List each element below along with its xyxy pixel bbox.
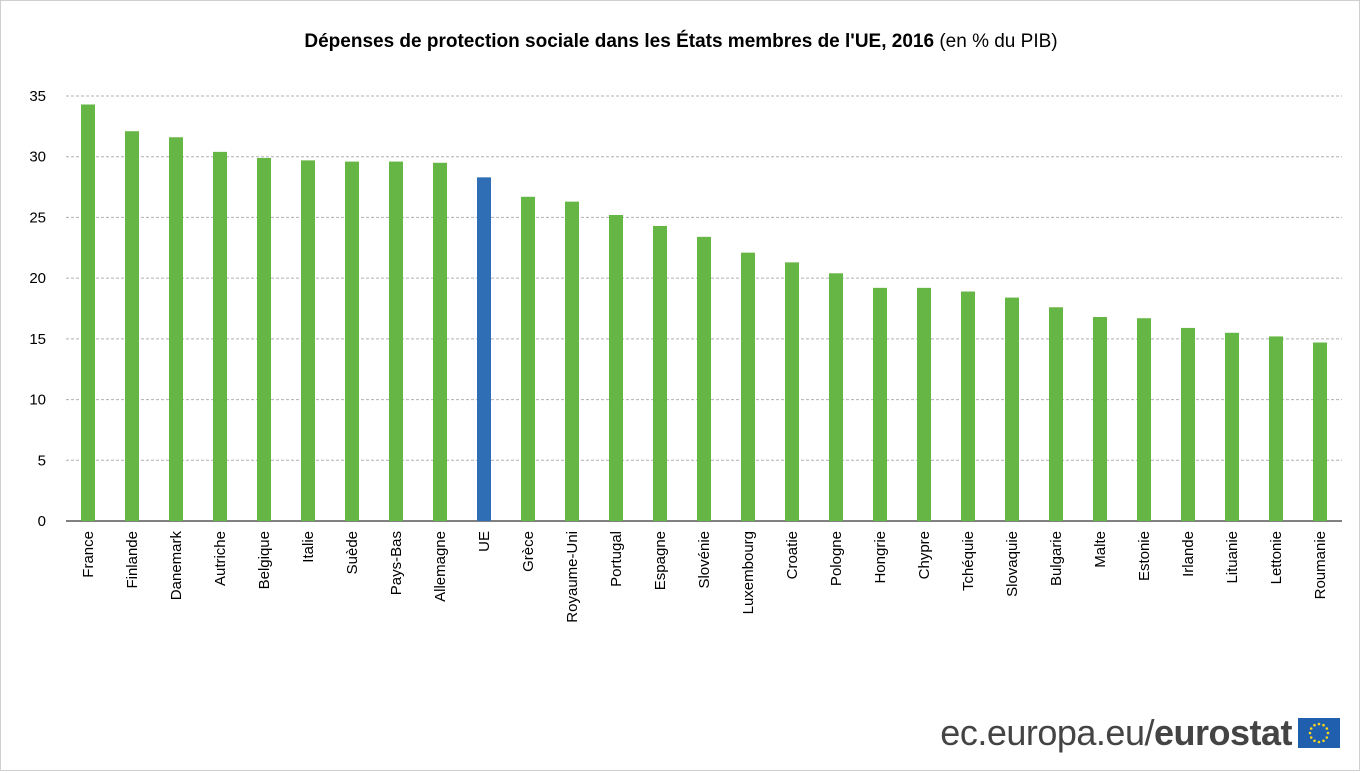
x-category-label: Chypre bbox=[916, 531, 933, 579]
x-category-label: Lituanie bbox=[1224, 531, 1241, 584]
bar-slov-nie bbox=[697, 236, 711, 521]
bar-gr-ce bbox=[521, 196, 535, 522]
x-category-label: Lettonie bbox=[1268, 531, 1285, 584]
x-category-label: Finlande bbox=[124, 531, 141, 589]
x-category-label: Autriche bbox=[212, 531, 229, 586]
bar-allemagne bbox=[433, 162, 447, 522]
x-category-label: Luxembourg bbox=[740, 531, 757, 614]
bar-su-de bbox=[345, 161, 359, 522]
x-category-label: Estonie bbox=[1136, 531, 1153, 581]
bar-royaume-uni bbox=[565, 201, 579, 521]
x-category-label: Pays-Bas bbox=[388, 531, 405, 595]
x-category-label: France bbox=[80, 531, 97, 578]
x-category-label: UE bbox=[476, 531, 493, 552]
x-category-label: Grèce bbox=[520, 531, 537, 572]
x-category-label: Portugal bbox=[608, 531, 625, 587]
bar-croatie bbox=[785, 262, 799, 521]
bar-danemark bbox=[169, 137, 183, 522]
bar-ue bbox=[477, 177, 491, 521]
bar-espagne bbox=[653, 225, 667, 521]
chart-title-main: Dépenses de protection sociale dans les … bbox=[304, 31, 935, 52]
x-category-label: Croatie bbox=[784, 531, 801, 579]
x-category-label: Tchéquie bbox=[960, 531, 977, 591]
bar-bulgarie bbox=[1049, 307, 1063, 521]
bar-portugal bbox=[609, 215, 623, 521]
x-category-label: Belgique bbox=[256, 531, 273, 589]
bar-lituanie bbox=[1225, 332, 1239, 521]
y-tick-label: 35 bbox=[29, 88, 46, 105]
y-tick-label: 0 bbox=[38, 513, 46, 530]
x-category-label: Slovaquie bbox=[1004, 531, 1021, 597]
x-category-label: Italie bbox=[300, 531, 317, 563]
x-category-label: Slovénie bbox=[696, 531, 713, 589]
chart-title: Dépenses de protection sociale dans les … bbox=[0, 30, 1362, 54]
x-category-label: Allemagne bbox=[432, 531, 449, 602]
bar-roumanie bbox=[1313, 342, 1327, 521]
bar-autriche bbox=[213, 151, 227, 521]
bar-pologne bbox=[829, 273, 843, 521]
bar-france bbox=[81, 104, 95, 521]
eu-flag-icon bbox=[1298, 718, 1340, 748]
bar-malte bbox=[1093, 317, 1107, 521]
x-category-label: Roumanie bbox=[1312, 531, 1329, 599]
bar-chypre bbox=[917, 287, 931, 521]
x-category-label: Suède bbox=[344, 531, 361, 574]
chart-title-suffix: (en % du PIB) bbox=[939, 31, 1058, 52]
bar-luxembourg bbox=[741, 252, 755, 521]
bar-irlande bbox=[1181, 327, 1195, 521]
logo-site-text: ec.europa.eu/ bbox=[940, 712, 1154, 753]
y-tick-label: 5 bbox=[38, 452, 46, 469]
y-tick-label: 10 bbox=[29, 392, 46, 409]
bar-belgique bbox=[257, 157, 271, 521]
y-tick-label: 15 bbox=[29, 331, 46, 348]
bar-lettonie bbox=[1269, 336, 1283, 521]
x-category-label: Malte bbox=[1092, 531, 1109, 568]
x-category-label: Royaume-Uni bbox=[564, 531, 581, 623]
logo-brand-text: eurostat bbox=[1153, 712, 1293, 753]
bar-hongrie bbox=[873, 287, 887, 521]
y-tick-label: 30 bbox=[29, 149, 46, 166]
bar-estonie bbox=[1137, 318, 1151, 521]
x-category-label: Pologne bbox=[828, 531, 845, 586]
x-category-label: Espagne bbox=[652, 531, 669, 590]
bar-slovaquie bbox=[1005, 297, 1019, 521]
y-tick-label: 25 bbox=[29, 209, 46, 226]
x-category-label: Danemark bbox=[168, 531, 185, 601]
x-category-label: Irlande bbox=[1180, 531, 1197, 577]
bar-tch-quie bbox=[961, 291, 975, 521]
x-category-label: Hongrie bbox=[872, 531, 889, 584]
bar-italie bbox=[301, 160, 315, 521]
eurostat-logo: ec.europa.eu/eurostat bbox=[940, 709, 1340, 757]
y-tick-label: 20 bbox=[29, 270, 46, 287]
bar-finlande bbox=[125, 131, 139, 521]
x-category-label: Bulgarie bbox=[1048, 531, 1065, 586]
bar-pays-bas bbox=[389, 161, 403, 522]
